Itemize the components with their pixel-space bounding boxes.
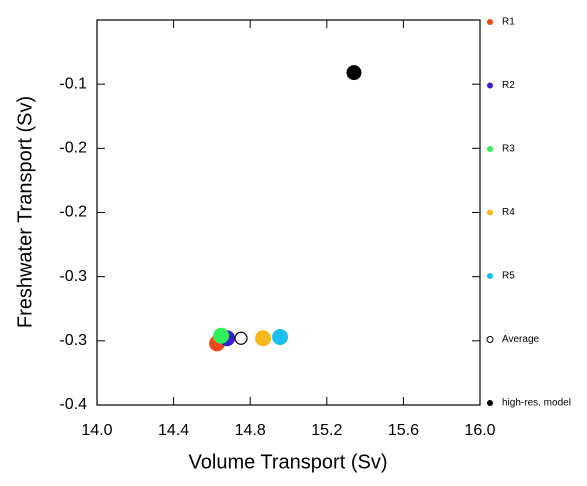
x-tick-label: 15.2 — [311, 422, 342, 439]
point — [272, 328, 289, 345]
y-tick-label: -0.2 — [59, 204, 87, 221]
y-tick-label: -0.4 — [59, 396, 87, 413]
y-tick-label: -0.3 — [59, 332, 87, 349]
legend-marker — [487, 19, 493, 25]
legend-label: Average — [502, 334, 540, 345]
legend-marker — [487, 146, 493, 152]
legend-label: R4 — [502, 207, 515, 218]
y-axis-title: Freshwater Transport (Sv) — [14, 96, 36, 328]
legend-marker — [487, 82, 493, 89]
legend-label: high-res. model — [502, 398, 571, 409]
point — [213, 327, 230, 344]
legend-label: R5 — [502, 271, 515, 282]
x-tick-label: 16.0 — [464, 422, 495, 439]
legend-label: R3 — [502, 144, 515, 155]
legend-marker — [486, 336, 494, 343]
x-axis-title: Volume Transport (Sv) — [189, 451, 388, 473]
point — [255, 330, 272, 347]
legend-label: R2 — [502, 80, 515, 91]
x-tick-label: 14.4 — [158, 422, 189, 439]
legend-label: R1 — [502, 17, 515, 28]
legend-marker — [487, 273, 493, 279]
x-tick-label: 15.6 — [388, 422, 419, 439]
y-tick-label: -0.3 — [59, 268, 87, 285]
y-tick-label: -0.2 — [59, 140, 87, 157]
y-tick-label: -0.1 — [59, 75, 87, 92]
point — [346, 65, 362, 81]
legend-marker — [487, 209, 493, 216]
plot-frame — [96, 19, 481, 406]
point — [234, 331, 248, 345]
legend-marker — [487, 400, 493, 406]
x-tick-label: 14.8 — [235, 422, 266, 439]
x-tick-label: 14.0 — [81, 422, 112, 439]
